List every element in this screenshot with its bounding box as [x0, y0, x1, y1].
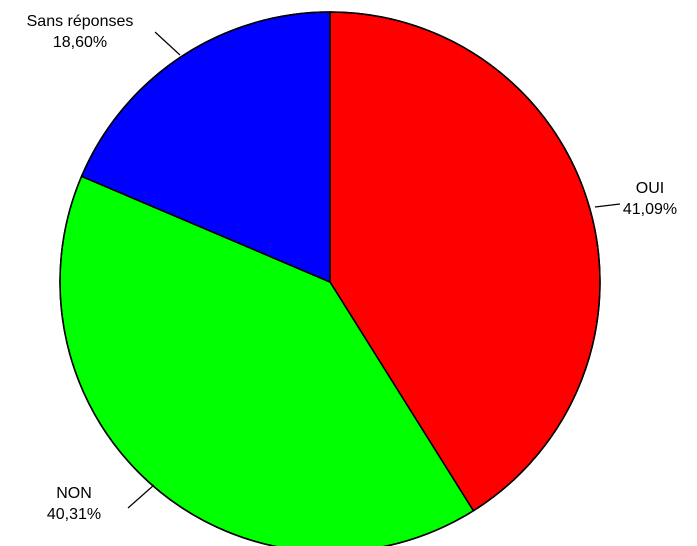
leader-line-oui — [594, 203, 621, 208]
slice-label-sans-r-ponses: Sans réponses — [27, 13, 134, 30]
pie-slices — [59, 11, 601, 546]
slice-value-label-non: 40,31% — [47, 506, 101, 523]
slice-label-oui: OUI — [636, 180, 664, 197]
slice-labels: OUI 41,09% NON 40,31% Sans réponses 18,60% — [27, 13, 678, 523]
slice-label-non: NON — [56, 485, 92, 502]
leader-line-non — [127, 484, 155, 509]
pie-outline — [59, 11, 601, 546]
slice-value-label-oui: 41,09% — [623, 201, 677, 218]
slice-value-label-sans-r-ponses: 18,60% — [53, 34, 107, 51]
leader-line-sans-r-ponses — [154, 31, 181, 56]
